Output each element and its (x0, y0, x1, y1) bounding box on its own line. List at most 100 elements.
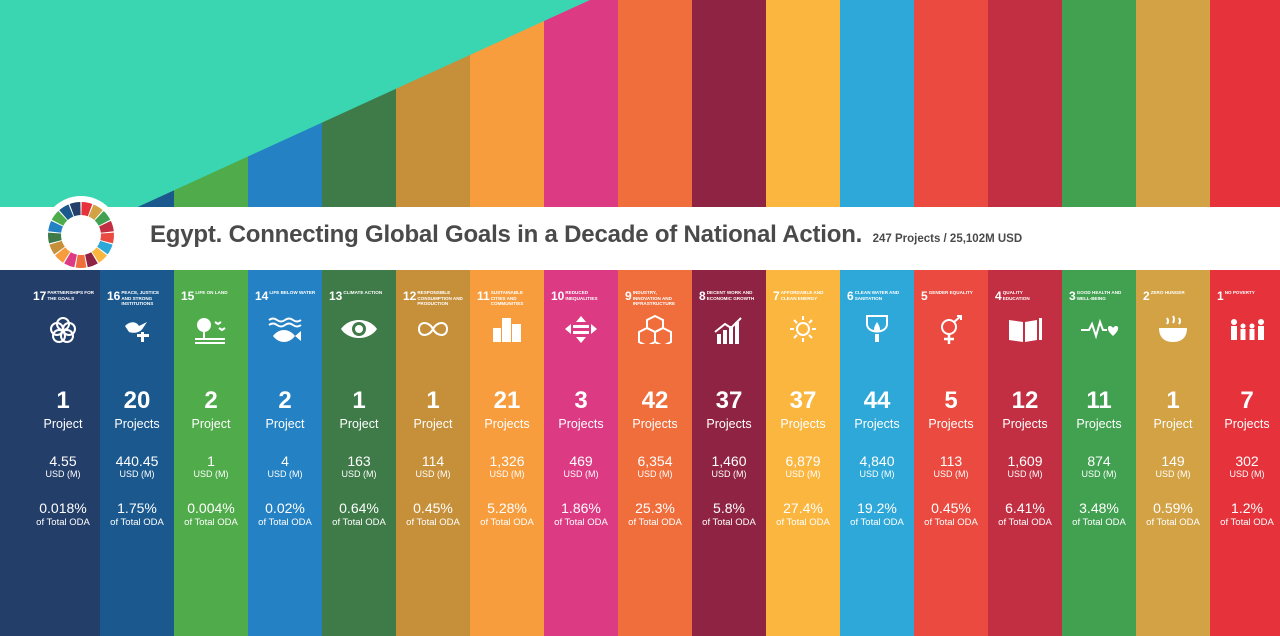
goal-title: LIFE BELOW WATER (269, 290, 316, 295)
usd-amount: 1,609 (1007, 453, 1043, 469)
usd-unit: USD (M) (489, 469, 525, 479)
oda-percent-label: of Total ODA (998, 517, 1052, 528)
goal-column: 1NO POVERTY 7 Projects 302 USD (M) 1.2% of Tot… (1210, 270, 1280, 636)
goal-number: 7 (773, 289, 780, 303)
project-count-label: Project (413, 417, 453, 431)
goal-number: 15 (181, 289, 195, 303)
usd-amount: 469 (569, 453, 593, 469)
project-count-label: Projects (1224, 417, 1270, 431)
heartbeat-icon (1081, 318, 1119, 340)
project-count: 12 (1011, 387, 1039, 414)
usd-amount: 4.55 (49, 453, 77, 469)
sdg-wheel-segment (97, 240, 113, 255)
oda-percent-label: of Total ODA (480, 517, 534, 528)
fish-icon (268, 317, 302, 342)
usd-unit: USD (M) (563, 469, 599, 479)
project-count: 44 (863, 387, 891, 414)
equals-arrows-icon (565, 316, 597, 343)
goal-header: 12RESPONSIBLE CONSUMPTION AND PRODUCTION (403, 290, 467, 312)
oda-percent-label: of Total ODA (258, 517, 312, 528)
oda-percent-label: of Total ODA (924, 517, 978, 528)
growth-chart-icon (714, 317, 742, 344)
usd-unit: USD (M) (859, 469, 895, 479)
sdg-wheel-segment (85, 252, 98, 268)
usd-amount: 6,879 (785, 453, 821, 469)
project-count: 1 (1166, 387, 1180, 414)
oda-percent: 19.2% (857, 500, 897, 516)
goal-header: 1NO POVERTY (1217, 290, 1280, 312)
goal-title: RESPONSIBLE CONSUMPTION AND PRODUCTION (417, 290, 463, 307)
left-edge-strip (0, 270, 26, 636)
title-banner (0, 207, 1280, 270)
sdg-wheel-segment (48, 220, 63, 233)
page-title: Egypt. Connecting Global Goals in a Deca… (150, 221, 863, 248)
oda-percent-label: of Total ODA (332, 517, 386, 528)
usd-amount: 440.45 (115, 453, 159, 469)
goal-header: 9INDUSTRY, INNOVATION AND INFRASTRUCTURE (625, 290, 689, 312)
goal-column: 14LIFE BELOW WATER 2 Project 4 USD (M) 0.02% o… (248, 270, 322, 636)
tree-birds-icon (195, 318, 226, 344)
eye-globe-icon (341, 320, 377, 338)
oda-percent-label: of Total ODA (110, 517, 164, 528)
sun-power-icon (790, 316, 816, 342)
water-drop-icon (866, 315, 888, 342)
food-bowl-icon (1159, 315, 1187, 342)
oda-percent-label: of Total ODA (1072, 517, 1126, 528)
goal-column: 13CLIMATE ACTION 1 Project 163 USD (M) 0.64% o… (322, 270, 396, 636)
usd-amount: 302 (1235, 453, 1259, 469)
project-count-label: Project (191, 417, 231, 431)
oda-percent: 27.4% (783, 500, 823, 516)
goal-column: 11SUSTAINABLE CITIES AND COMMUNITIES 21 Pr… (470, 270, 544, 636)
goal-header: 4QUALITY EDUCATION (995, 290, 1059, 312)
project-count: 1 (56, 387, 70, 414)
project-count-label: Projects (632, 417, 678, 431)
oda-percent: 0.004% (187, 500, 235, 516)
goal-header: 3GOOD HEALTH AND WELL-BEING (1069, 290, 1133, 312)
usd-unit: USD (M) (933, 469, 969, 479)
project-count: 21 (493, 387, 521, 414)
sdg-wheel-segment (88, 204, 103, 220)
usd-amount: 4 (281, 453, 289, 469)
usd-amount: 4,840 (859, 453, 895, 469)
usd-amount: 149 (1161, 453, 1185, 469)
sdg-wheel-segment (49, 240, 65, 255)
goal-title: AFFORDABLE AND CLEAN ENERGY (780, 290, 824, 301)
usd-unit: USD (M) (45, 469, 81, 479)
gender-icon (941, 315, 962, 344)
goal-title: PEACE, JUSTICE AND STRONG INSTITUTIONS (121, 290, 160, 307)
usd-unit: USD (M) (193, 469, 229, 479)
goal-number: 10 (551, 289, 565, 303)
project-count: 37 (715, 387, 743, 414)
oda-percent: 0.45% (413, 500, 453, 516)
goal-number: 4 (995, 289, 1002, 303)
oda-percent-label: of Total ODA (406, 517, 460, 528)
oda-percent: 25.3% (635, 500, 675, 516)
project-count-label: Projects (1076, 417, 1122, 431)
sdg-wheel-segment (75, 254, 87, 268)
project-count: 42 (641, 387, 669, 414)
goal-title: GENDER EQUALITY (928, 290, 973, 295)
goal-title: DECENT WORK AND ECONOMIC GROWTH (706, 290, 755, 301)
goal-number: 6 (847, 289, 854, 303)
oda-percent-label: of Total ODA (702, 517, 756, 528)
goal-title: LIFE ON LAND (195, 290, 228, 295)
family-icon (1231, 319, 1264, 340)
sdg-wheel-icon (42, 196, 120, 274)
goal-title: NO POVERTY (1224, 290, 1255, 295)
goal-header: 14LIFE BELOW WATER (255, 290, 319, 312)
goal-number: 2 (1143, 289, 1150, 303)
project-count-label: Projects (854, 417, 900, 431)
goal-number: 1 (1217, 289, 1224, 303)
goal-title: SUSTAINABLE CITIES AND COMMUNITIES (490, 290, 524, 307)
goal-title: ZERO HUNGER (1150, 290, 1185, 295)
project-count: 20 (123, 387, 151, 414)
project-count-label: Project (43, 417, 83, 431)
goal-number: 9 (625, 289, 632, 303)
project-count-label: Projects (114, 417, 160, 431)
sdg-wheel-segment (51, 211, 68, 226)
project-count-label: Projects (1002, 417, 1048, 431)
goal-column: 5GENDER EQUALITY 5 Projects 113 USD (M) 0.45%… (914, 270, 988, 636)
oda-percent-label: of Total ODA (184, 517, 238, 528)
oda-percent: 3.48% (1079, 500, 1119, 516)
oda-percent-label: of Total ODA (850, 517, 904, 528)
